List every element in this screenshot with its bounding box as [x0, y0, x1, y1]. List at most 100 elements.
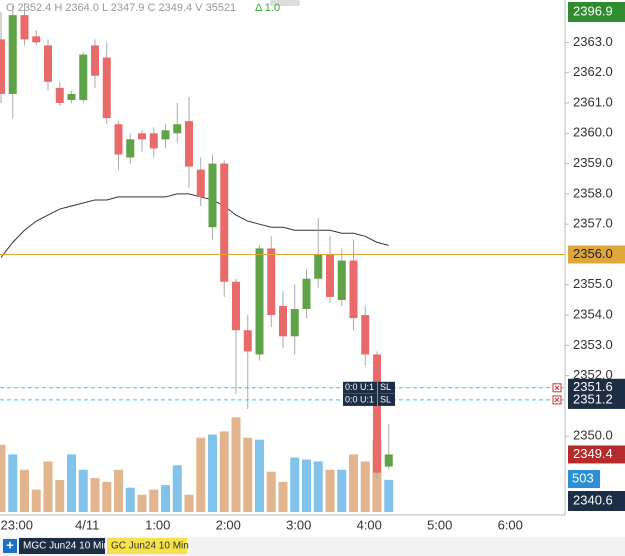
y-tick-label: 2354.0 [573, 307, 613, 322]
volume-bar [208, 434, 217, 512]
volume-bar [219, 431, 229, 512]
volume-bar [114, 469, 123, 512]
x-tick-label: 1:00 [145, 517, 170, 532]
volume-bar [172, 465, 182, 512]
x-tick-label: 23:00 [0, 517, 33, 532]
order-tag-box [343, 381, 377, 394]
volume-bar [196, 437, 206, 512]
candle-body [0, 39, 5, 94]
bottom-price-box [568, 491, 625, 511]
order-tag: SL [380, 382, 391, 392]
order-tag: 0:0 U:1 [345, 394, 374, 404]
candle-body [279, 305, 287, 337]
last-volume-label: 503 [572, 470, 594, 485]
y-tick-label: 2359.0 [573, 155, 613, 170]
tab-label: GC Jun24 10 Min [111, 541, 189, 552]
volume-bar [278, 481, 288, 512]
x-tick-label: 6:00 [498, 517, 523, 532]
volume-bar [20, 469, 29, 512]
candle-body [55, 87, 64, 104]
volume-bar [384, 479, 394, 512]
x-tick-label: 2:00 [216, 517, 241, 532]
add-icon: + [6, 537, 14, 552]
ohlc-header: O 2352.4 H 2364.0 L 2347.9 C 2349.4 V 35… [6, 2, 236, 14]
candle-body [173, 124, 182, 134]
volume-bar [360, 461, 370, 512]
volume-bar [78, 469, 88, 512]
last-price-box [568, 445, 625, 464]
cancel-icon [554, 397, 560, 403]
candle-body [267, 248, 276, 316]
volume-bar [349, 454, 358, 512]
level-label: 2351.6 [573, 379, 613, 394]
y-tick-label: 2355.0 [573, 276, 613, 291]
last-volume-box [568, 470, 600, 488]
top-price-box [568, 2, 625, 22]
y-tick-label: 2358.0 [573, 185, 613, 200]
candle-body [102, 57, 111, 119]
candle-body [126, 139, 135, 158]
y-tick-label: 2360.0 [573, 125, 613, 140]
order-tag-box [378, 393, 395, 406]
volume-bar [0, 444, 6, 512]
candle-body [114, 124, 123, 155]
candle-body [373, 354, 381, 473]
candle-body [149, 133, 158, 149]
x-tick-label: 3:00 [286, 517, 311, 532]
candle-body [20, 15, 29, 40]
order-tag: 0:0 U:1 [345, 382, 374, 392]
volume-bar [266, 471, 276, 512]
candle-body [290, 309, 299, 337]
candle-body [384, 454, 393, 467]
last-price-label: 2349.4 [573, 446, 613, 461]
cancel-icon [554, 385, 560, 391]
candle-body [44, 45, 52, 82]
x-tick-label: 5:00 [427, 517, 452, 532]
volume-bar [302, 459, 311, 512]
candle-body [232, 281, 240, 331]
tab[interactable] [19, 538, 105, 554]
order-tag: SL [380, 394, 391, 404]
volume-bar [31, 489, 41, 512]
candle-body [161, 130, 170, 140]
volume-bar [184, 494, 194, 512]
level-label: 2356.0 [573, 246, 613, 261]
moving-average [0, 193, 389, 258]
volume-bar [243, 437, 253, 512]
volume-bar [290, 457, 300, 512]
volume-bar [125, 487, 135, 512]
candle-body [67, 93, 76, 100]
volume-bar [337, 469, 347, 512]
candle-body [302, 278, 311, 310]
scroll-handle[interactable] [270, 0, 300, 6]
volume-bar [161, 485, 170, 512]
volume-bar [67, 454, 76, 512]
candle-body [314, 254, 323, 279]
volume-bar [137, 494, 147, 512]
candle-body [196, 169, 205, 197]
bottom-price-label: 2340.6 [573, 492, 613, 507]
y-tick-label: 2361.0 [573, 94, 613, 109]
y-tick-label: 2352.0 [573, 367, 613, 382]
volume-bar [8, 454, 18, 512]
add-tab[interactable] [3, 539, 17, 553]
candle-body [243, 330, 252, 352]
candle-body [185, 121, 193, 167]
candle-body [337, 260, 346, 300]
x-tick-label: 4/11 [75, 517, 99, 532]
tab[interactable] [107, 538, 187, 554]
y-tick-label: 2362.0 [573, 64, 613, 79]
y-tick-label: 2357.0 [573, 216, 613, 231]
x-tick-label: 4:00 [357, 517, 382, 532]
volume-bar [55, 480, 65, 512]
candle-body [255, 248, 264, 355]
level-box [568, 245, 625, 264]
volume-bar [313, 461, 323, 512]
candle-body [32, 36, 41, 43]
tab-label: MGC Jun24 10 Min [23, 541, 109, 552]
volume-bar [255, 439, 264, 512]
volume-bar [43, 461, 53, 512]
candle-body [220, 163, 229, 282]
